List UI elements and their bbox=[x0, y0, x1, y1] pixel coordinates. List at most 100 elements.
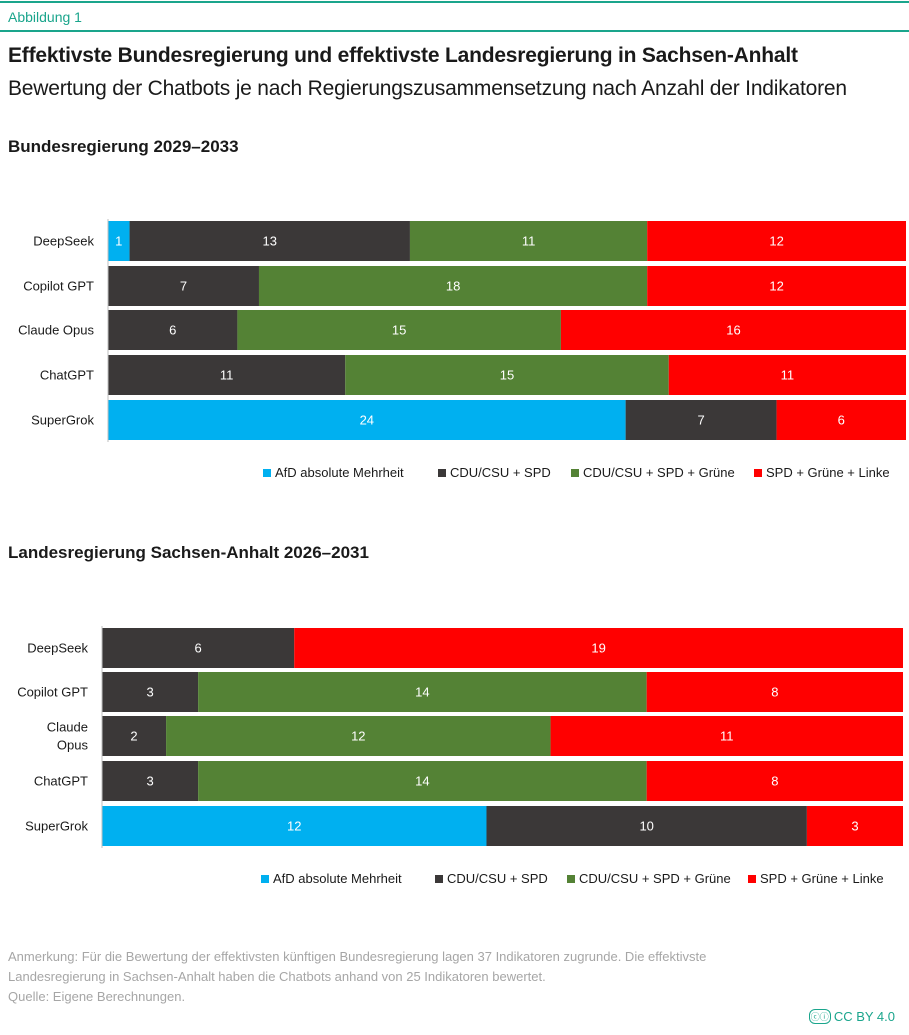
row-separator bbox=[108, 440, 906, 443]
bar-segment bbox=[345, 355, 669, 395]
bar-segment bbox=[806, 806, 903, 846]
legend-label: AfD absolute Mehrheit bbox=[273, 871, 402, 886]
data-label: 6 bbox=[169, 323, 176, 338]
bar-segment bbox=[108, 355, 346, 395]
bar-segment bbox=[550, 716, 903, 756]
legend-label: CDU/CSU + SPD bbox=[450, 465, 551, 480]
license-badge: ⓒⓘ CC BY 4.0 bbox=[808, 1009, 895, 1024]
bar-segment bbox=[258, 266, 648, 306]
figure-title: Effektivste Bundesregierung und effektiv… bbox=[8, 44, 798, 67]
data-label: 24 bbox=[360, 413, 374, 428]
bar-segment bbox=[647, 221, 906, 261]
bar-segment bbox=[102, 672, 199, 712]
cc-by-icon: ⓒⓘ bbox=[808, 1009, 831, 1024]
bar-segment bbox=[625, 400, 777, 440]
source-note: Quelle: Eigene Berechnungen. bbox=[8, 989, 186, 1004]
bar-segment bbox=[237, 310, 561, 350]
category-label: DeepSeek bbox=[33, 234, 94, 249]
category-label: Claude Opus bbox=[18, 323, 94, 338]
data-label: 7 bbox=[697, 413, 704, 428]
category-label: DeepSeek bbox=[27, 641, 88, 656]
legend-label: CDU/CSU + SPD + Grüne bbox=[579, 871, 731, 886]
bar-segment bbox=[129, 221, 410, 261]
data-label: 7 bbox=[180, 279, 187, 294]
data-label: 6 bbox=[195, 641, 202, 656]
bar-segment bbox=[486, 806, 807, 846]
data-label: 15 bbox=[392, 323, 406, 338]
legend-swatch bbox=[263, 469, 271, 477]
data-label: 12 bbox=[287, 819, 301, 834]
category-label: Copilot GPT bbox=[23, 279, 94, 294]
legend-swatch bbox=[261, 875, 269, 883]
bar-segment bbox=[647, 266, 906, 306]
chart-bundesregierung: 1 13 11 12 DeepSeek 7 18 12 Copilot GPT 6 15 16 Clau… bbox=[18, 219, 906, 480]
bar-segment bbox=[668, 355, 906, 395]
bar-segment bbox=[102, 716, 167, 756]
legend-swatch bbox=[748, 875, 756, 883]
legend-label: SPD + Grüne + Linke bbox=[760, 871, 884, 886]
legend-swatch bbox=[438, 469, 446, 477]
data-label: 12 bbox=[769, 279, 783, 294]
legend-swatch bbox=[567, 875, 575, 883]
chart-1-title: Bundesregierung 2029–2033 bbox=[8, 137, 239, 156]
data-label: 12 bbox=[351, 729, 365, 744]
chart-landesregierung: 6 19 DeepSeek 3 14 8 Copilot GPT 2 12 11 Claude Opu… bbox=[17, 626, 903, 886]
row-separator bbox=[108, 350, 906, 353]
data-label: 14 bbox=[415, 774, 429, 789]
bar-segment bbox=[108, 400, 626, 440]
bar-segment bbox=[102, 628, 295, 668]
data-label: 8 bbox=[771, 774, 778, 789]
data-label: 8 bbox=[771, 685, 778, 700]
data-label: 13 bbox=[263, 234, 277, 249]
row-separator bbox=[102, 668, 903, 671]
data-label: 16 bbox=[726, 323, 740, 338]
legend-label: CDU/CSU + SPD bbox=[447, 871, 548, 886]
data-label: 15 bbox=[500, 368, 514, 383]
data-label: 3 bbox=[146, 685, 153, 700]
data-label: 3 bbox=[851, 819, 858, 834]
data-label: 2 bbox=[130, 729, 137, 744]
bar-segment bbox=[198, 761, 647, 801]
category-label: Opus bbox=[57, 738, 89, 753]
data-label: 3 bbox=[146, 774, 153, 789]
bar-segment bbox=[776, 400, 906, 440]
data-label: 18 bbox=[446, 279, 460, 294]
figure-subtitle: Bewertung der Chatbots je nach Regierung… bbox=[8, 77, 847, 100]
data-label: 6 bbox=[838, 413, 845, 428]
bar-segment bbox=[166, 716, 551, 756]
bar-segment bbox=[646, 672, 903, 712]
legend-swatch bbox=[571, 469, 579, 477]
legend-swatch bbox=[435, 875, 443, 883]
legend-swatch bbox=[754, 469, 762, 477]
data-label: 11 bbox=[720, 729, 734, 744]
bar-segment bbox=[646, 761, 903, 801]
bar-segment bbox=[409, 221, 648, 261]
category-label: Claude bbox=[47, 720, 88, 735]
bar-segment bbox=[294, 628, 903, 668]
row-separator bbox=[102, 801, 903, 804]
legend-label: SPD + Grüne + Linke bbox=[766, 465, 890, 480]
bar-segment bbox=[198, 672, 647, 712]
row-separator bbox=[102, 712, 903, 715]
bar-segment bbox=[102, 761, 199, 801]
category-label: Copilot GPT bbox=[17, 685, 88, 700]
legend-label: AfD absolute Mehrheit bbox=[275, 465, 404, 480]
legend-label: CDU/CSU + SPD + Grüne bbox=[583, 465, 735, 480]
bar-segment bbox=[108, 310, 238, 350]
license-text: CC BY 4.0 bbox=[833, 1009, 895, 1024]
data-label: 10 bbox=[639, 819, 653, 834]
bar-segment bbox=[102, 806, 487, 846]
row-separator bbox=[102, 846, 903, 849]
category-label: SuperGrok bbox=[25, 819, 88, 834]
data-label: 19 bbox=[591, 641, 605, 656]
category-label: ChatGPT bbox=[34, 774, 88, 789]
row-separator bbox=[102, 756, 903, 759]
top-rule bbox=[0, 1, 909, 3]
data-label: 11 bbox=[220, 368, 234, 383]
row-separator bbox=[108, 395, 906, 398]
data-label: 11 bbox=[522, 234, 536, 249]
header-rule bbox=[0, 30, 909, 32]
data-label: 14 bbox=[415, 685, 429, 700]
bar-segment bbox=[108, 266, 259, 306]
bar-segment bbox=[560, 310, 906, 350]
